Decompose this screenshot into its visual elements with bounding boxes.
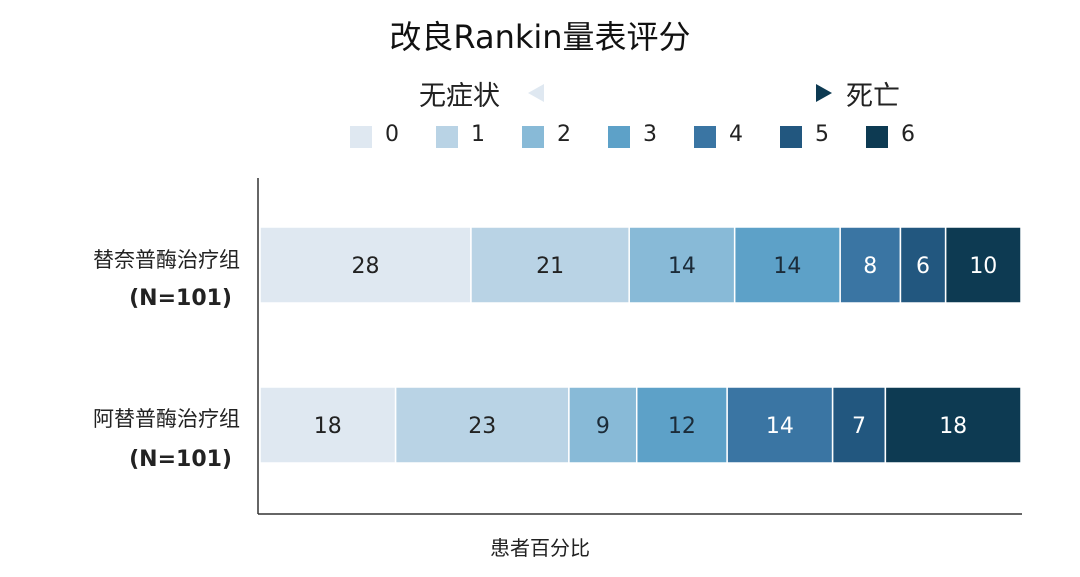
bar-value-label: 23: [468, 414, 496, 439]
legend-swatch: [350, 126, 372, 148]
legend-swatch: [780, 126, 802, 148]
legend-label: 4: [729, 122, 743, 147]
legend-swatch: [436, 126, 458, 148]
legend-label: 1: [471, 122, 485, 147]
legend-swatch: [608, 126, 630, 148]
bar-value-label: 14: [668, 254, 696, 279]
bar-segment-1-mrs-2: [628, 226, 736, 304]
bar-segment-2-mrs-4: [726, 386, 834, 464]
chart-title: 改良Rankin量表评分: [389, 18, 691, 56]
bar-segment-1-mrs-6: [944, 226, 1022, 304]
bar-value-label: 7: [852, 414, 866, 439]
bar-segment-2-mrs-1: [394, 386, 570, 464]
bar-value-label: 21: [536, 254, 564, 279]
bar-value-label: 18: [939, 414, 967, 439]
bar-segment-1-mrs-0: [259, 226, 472, 304]
bar-value-label: 9: [596, 414, 610, 439]
group-label-alteplase: 阿替普酶治疗组: [93, 407, 240, 431]
x-axis-label: 患者百分比: [490, 536, 590, 560]
bar-value-label: 18: [314, 414, 342, 439]
bar-value-label: 10: [969, 254, 997, 279]
legend-swatch: [522, 126, 544, 148]
group-n-tenecteplase: (N=101): [129, 286, 232, 311]
legend-label: 5: [815, 122, 829, 147]
bar-segment-1-mrs-1: [470, 226, 630, 304]
legend-label: 2: [557, 122, 571, 147]
bar-segment-2-mrs-2: [568, 386, 638, 464]
group-label-tenecteplase: 替奈普酶治疗组: [93, 248, 240, 272]
legend-swatch: [866, 126, 888, 148]
scale-label-no-symptoms: 无症状: [419, 81, 500, 112]
bar-value-label: 6: [916, 254, 930, 279]
bar-value-label: 12: [668, 414, 696, 439]
bar-segment-2-mrs-6: [884, 386, 1022, 464]
bar-segment-2-mrs-3: [635, 386, 728, 464]
legend-label: 6: [901, 122, 915, 147]
bar-value-label: 14: [766, 414, 794, 439]
legend-label: 3: [643, 122, 657, 147]
bar-value-label: 14: [773, 254, 801, 279]
legend-swatch: [694, 126, 716, 148]
bar-value-label: 8: [863, 254, 877, 279]
legend-label: 0: [385, 122, 399, 147]
group-n-alteplase: (N=101): [129, 447, 232, 472]
severity-arrow: [528, 84, 832, 102]
bar-value-label: 28: [351, 254, 379, 279]
scale-label-death: 死亡: [846, 81, 900, 112]
